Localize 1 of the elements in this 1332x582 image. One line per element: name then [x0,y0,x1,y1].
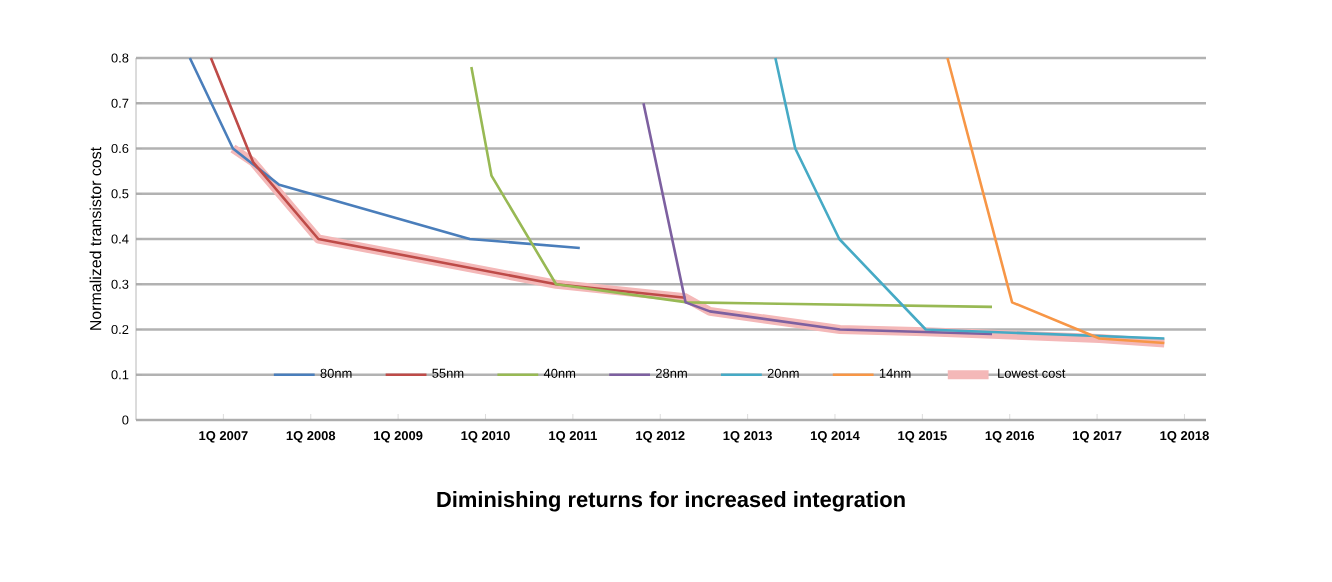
text: Diminishing returns for increased integration [437,491,905,512]
